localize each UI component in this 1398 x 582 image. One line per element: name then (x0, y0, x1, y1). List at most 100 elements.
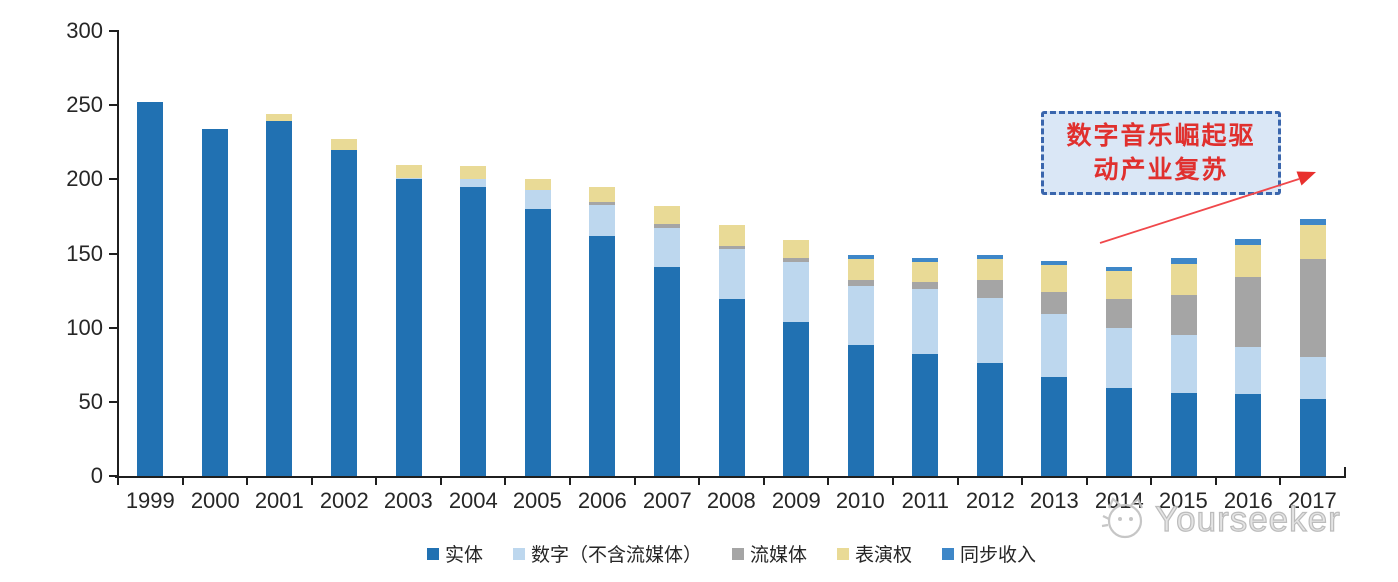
x-axis-label-2004: 2004 (448, 488, 498, 513)
x-axis-label-2016: 2016 (1223, 488, 1273, 513)
bar-segment-digital-excl-streaming-2003 (396, 177, 422, 180)
bar-segment-physical-2014 (1106, 388, 1132, 476)
bar-segment-physical-2004 (460, 186, 486, 476)
bar-segment-streaming-2007 (654, 223, 680, 229)
bar-segment-performance-rights-2008 (719, 225, 745, 247)
bar-segment-sync-revenue-2014 (1106, 266, 1132, 272)
x-axis-label-2006: 2006 (577, 488, 627, 513)
y-axis-tick-300 (109, 30, 118, 32)
bar-segment-streaming-2013 (1041, 292, 1067, 315)
legend-label-physical: 实体 (444, 545, 483, 566)
y-axis-label-150: 150 (66, 240, 103, 266)
bar-segment-physical-2011 (912, 354, 938, 476)
bar-segment-performance-rights-2017 (1300, 225, 1326, 260)
annotation-box: 数字音乐崛起驱 动产业复苏 (1041, 111, 1281, 195)
legend-swatch-sync-revenue (942, 547, 955, 560)
x-axis-tick (1279, 478, 1281, 485)
bar-segment-digital-excl-streaming-2005 (525, 189, 551, 209)
bar-segment-digital-excl-streaming-2009 (783, 262, 809, 322)
x-axis-label-2003: 2003 (383, 488, 433, 513)
bar-segment-digital-excl-streaming-2015 (1171, 335, 1197, 393)
watermark: Yourseeker (1093, 494, 1341, 546)
legend-swatch-digital-excl-streaming (512, 547, 525, 560)
x-axis-end-tick (1344, 467, 1346, 476)
bar-segment-sync-revenue-2016 (1235, 238, 1261, 245)
x-axis-label-2017: 2017 (1287, 488, 1337, 513)
x-axis-tick (246, 478, 248, 485)
y-axis-tick-100 (109, 326, 118, 329)
bar-segment-performance-rights-2005 (525, 179, 551, 190)
y-axis-tick-200 (109, 178, 118, 181)
y-axis-label-200: 200 (66, 166, 103, 192)
bar-segment-physical-2003 (396, 179, 422, 476)
bar-segment-digital-excl-streaming-2012 (977, 298, 1003, 364)
bar-segment-performance-rights-2003 (396, 164, 422, 178)
yourseeker-cat-logo-icon (1101, 497, 1144, 539)
bar-segment-streaming-2010 (848, 280, 874, 287)
x-axis-label-2013: 2013 (1029, 488, 1079, 513)
bar-segment-physical-2013 (1041, 376, 1067, 476)
bar-segment-physical-2015 (1171, 392, 1197, 476)
bar-segment-digital-excl-streaming-2013 (1041, 314, 1067, 377)
watermark-text: Yourseeker (1154, 499, 1341, 539)
x-axis-tick (957, 478, 959, 485)
bar-segment-digital-excl-streaming-2004 (460, 179, 486, 187)
bar-segment-digital-excl-streaming-2011 (912, 289, 938, 355)
bar-segment-performance-rights-2016 (1235, 244, 1261, 278)
bar-segment-streaming-2006 (589, 201, 615, 205)
legend-item-digital-excl-streaming: 数字（不含流媒体） (512, 540, 702, 567)
bar-segment-sync-revenue-2010 (848, 254, 874, 260)
bar-segment-digital-excl-streaming-2014 (1106, 327, 1132, 389)
legend-item-sync-revenue: 同步收入 (942, 540, 1036, 567)
bar-segment-digital-excl-streaming-2010 (848, 286, 874, 346)
x-axis-tick (1215, 478, 1217, 485)
bar-segment-streaming-2017 (1300, 259, 1326, 358)
bar-segment-performance-rights-2011 (912, 262, 938, 282)
bar-segment-streaming-2014 (1106, 299, 1132, 328)
x-axis-label-2005: 2005 (512, 488, 562, 513)
bar-segment-physical-2016 (1235, 394, 1261, 476)
bar-segment-performance-rights-2009 (783, 240, 809, 258)
bar-segment-physical-1999 (137, 102, 163, 476)
legend-label-streaming: 流媒体 (749, 545, 807, 566)
x-axis-tick (1021, 478, 1023, 485)
x-axis-label-1999: 1999 (125, 488, 175, 513)
x-axis-tick (117, 478, 119, 485)
bar-segment-digital-excl-streaming-2008 (719, 249, 745, 300)
x-axis-label-2011: 2011 (901, 488, 949, 513)
x-axis-tick (569, 478, 571, 485)
x-axis-tick (504, 478, 506, 485)
bar-segment-performance-rights-2012 (977, 259, 1003, 281)
bar-segment-performance-rights-2015 (1171, 263, 1197, 296)
bar-segment-physical-2017 (1300, 398, 1326, 476)
x-axis-tick (698, 478, 700, 485)
y-axis-label-300: 300 (66, 18, 103, 43)
bar-segment-sync-revenue-2011 (912, 257, 938, 263)
bar-segment-physical-2006 (589, 235, 615, 476)
annotation-text-line1: 数字音乐崛起驱 (1066, 122, 1256, 150)
legend-item-physical: 实体 (426, 540, 483, 567)
bar-segment-digital-excl-streaming-2007 (654, 228, 680, 267)
x-axis-tick (440, 478, 442, 485)
x-axis-tick (892, 478, 894, 485)
x-axis-tick (763, 478, 765, 485)
x-axis-label-2000: 2000 (190, 488, 240, 513)
bar-segment-performance-rights-2006 (589, 186, 615, 202)
x-axis-label-2012: 2012 (965, 488, 1015, 513)
bar-segment-physical-2010 (848, 345, 874, 476)
bar-segment-performance-rights-2004 (460, 165, 486, 180)
bar-segment-streaming-2011 (912, 281, 938, 290)
y-axis-line (117, 30, 119, 478)
x-axis-label-2010: 2010 (835, 488, 885, 513)
x-axis-tick (634, 478, 636, 485)
x-axis-tick (827, 478, 829, 485)
bar-segment-digital-excl-streaming-2017 (1300, 357, 1326, 399)
y-axis-tick-50 (109, 400, 118, 403)
legend-swatch-performance-rights (837, 547, 849, 560)
legend-swatch-physical (426, 547, 439, 560)
legend-label-digital-excl-streaming: 数字（不含流媒体） (530, 545, 702, 566)
bar-segment-sync-revenue-2013 (1041, 260, 1067, 266)
x-axis-label-2008: 2008 (706, 488, 756, 513)
bar-segment-physical-2005 (525, 209, 551, 476)
bar-segment-physical-2012 (977, 363, 1003, 476)
